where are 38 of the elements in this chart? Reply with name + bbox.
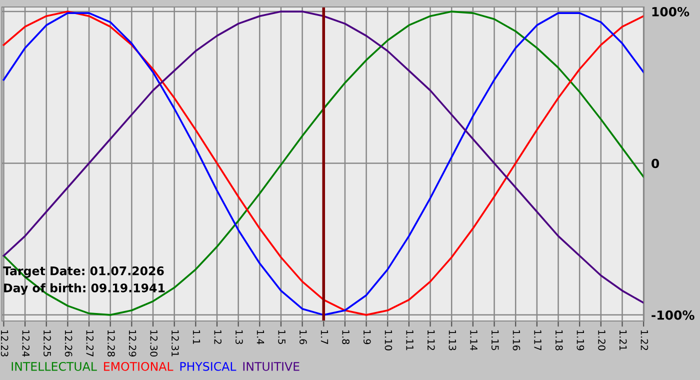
x-tick-label: 1.3 [236,330,243,344]
x-tick-label: 12.23 [0,330,8,356]
x-tick-label: 1.19 [576,330,584,350]
x-tick-label: 12.25 [44,330,51,356]
x-tick-label: 1.2 [214,330,222,344]
x-tick-label: 1.10 [384,330,392,350]
y-tick-label: 100% [652,7,690,16]
x-tick-label: 1.15 [491,330,499,350]
x-tick-label: 12.29 [128,330,136,356]
text: INTELLECTUAL [12,362,97,371]
y-tick-label: -100% [652,310,694,320]
x-tick-label: 1.21 [620,330,627,350]
x-tick-label: 1.5 [278,330,286,344]
x-tick-label: 1.4 [256,330,264,344]
x-tick-label: 12.30 [150,330,158,357]
text: INTUITIVE [243,362,300,371]
x-tick-label: 1.20 [598,330,606,350]
text: PHYSICAL [180,362,236,371]
x-tick-label: 1.22 [640,330,648,350]
y-tick-label: 0 [652,158,660,168]
x-tick-label: 12.26 [64,330,72,357]
x-tick-label: 1.8 [342,330,350,344]
x-tick-label: 1.12 [428,330,435,350]
x-tick-label: 1.14 [470,330,478,350]
text: EMOTIONAL [104,362,174,371]
x-tick-label: 12.31 [172,330,179,356]
x-tick-label: 1.6 [299,330,307,344]
x-tick-label: 1.18 [555,330,563,350]
x-tick-label: 1.7 [320,330,328,344]
x-tick-label: 12.24 [22,330,30,357]
x-tick-label: 12.27 [86,330,94,356]
x-tick-label: 1.17 [534,330,542,350]
x-tick-label: 1.1 [192,330,200,344]
x-tick-label: 12.28 [108,330,115,356]
x-tick-label: 1.11 [406,330,414,350]
x-tick-label: 1.13 [448,330,456,350]
x-tick-label: 1.9 [363,330,371,344]
x-tick-label: 1.16 [512,330,520,350]
